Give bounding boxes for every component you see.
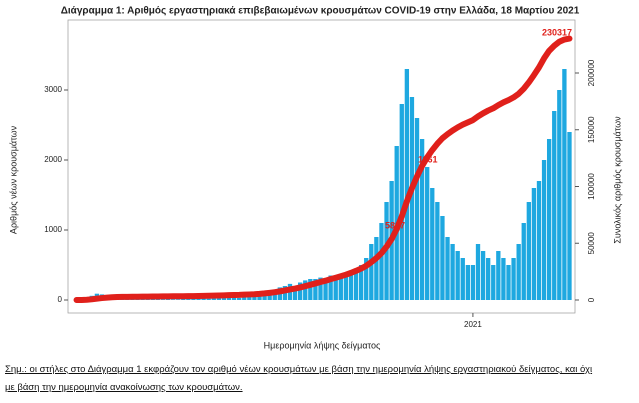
- bar: [440, 216, 445, 300]
- y-axis-title: Αριθμός νέων κρουσμάτων: [8, 125, 18, 234]
- y-tick-label: 2000: [44, 155, 62, 164]
- bar: [419, 139, 425, 300]
- bar: [247, 296, 252, 300]
- plot-frame: [67, 19, 576, 314]
- bar: [480, 251, 486, 300]
- bar: [328, 275, 333, 300]
- bar: [237, 297, 242, 300]
- y2-tick-label: 0: [587, 297, 596, 302]
- y2-tick-label: 50000: [587, 232, 596, 255]
- bar: [353, 268, 359, 300]
- bar: [348, 272, 354, 300]
- y-tick-label: 1000: [44, 225, 62, 234]
- chart-title: Διάγραμμα 1: Αριθμός εργαστηριακά επιβεβ…: [61, 6, 580, 17]
- bar: [521, 223, 526, 300]
- bar: [470, 265, 476, 300]
- bar: [486, 258, 491, 300]
- annotation: 230317: [542, 27, 572, 37]
- bar: [546, 139, 552, 300]
- bar: [364, 258, 369, 300]
- bar: [242, 297, 247, 300]
- bar: [567, 132, 572, 300]
- bar: [323, 280, 328, 300]
- annotation: 1161: [418, 154, 438, 164]
- bar: [358, 265, 364, 300]
- bar: [150, 299, 155, 300]
- bar: [303, 280, 308, 300]
- bar: [399, 104, 404, 300]
- bar: [221, 297, 227, 300]
- bar: [475, 244, 481, 300]
- bar: [170, 299, 176, 300]
- bar: [181, 298, 186, 300]
- bar: [333, 279, 338, 300]
- line: [73, 35, 573, 303]
- bar: [536, 181, 542, 300]
- bar: [191, 298, 196, 300]
- bar: [369, 244, 374, 300]
- bar: [313, 279, 318, 300]
- bar: [557, 90, 562, 300]
- bar: [501, 258, 506, 300]
- bar: [257, 294, 262, 300]
- bar: [216, 297, 222, 300]
- bar: [379, 223, 384, 300]
- bar: [445, 237, 450, 300]
- bar: [516, 244, 521, 300]
- bar: [196, 298, 201, 300]
- bar: [206, 298, 211, 300]
- bar: [343, 275, 349, 300]
- bar: [465, 265, 471, 300]
- bar: [526, 202, 531, 300]
- bar: [531, 188, 537, 300]
- y-tick-label: 0: [58, 295, 63, 304]
- bar: [165, 298, 171, 300]
- bar: [231, 297, 237, 300]
- bar: [460, 258, 465, 300]
- x-axis-title: Ημερομηνία λήψης δείγματος: [264, 340, 381, 350]
- annotation: 5837: [385, 220, 405, 230]
- bar: [562, 69, 567, 300]
- bar: [226, 297, 232, 300]
- bar: [414, 118, 420, 300]
- bar: [160, 299, 166, 300]
- y2-tick-label: 100000: [587, 173, 596, 200]
- note-line: με βάση την ημερομηνία ανακοίνωσης των κ…: [5, 382, 243, 393]
- bar: [155, 299, 161, 300]
- bar: [430, 188, 435, 300]
- bar: [292, 286, 298, 300]
- bar: [308, 279, 313, 300]
- bar: [541, 160, 547, 300]
- bar: [318, 277, 323, 300]
- bar: [435, 202, 440, 300]
- y2-tick-label: 200000: [587, 59, 596, 86]
- y2-axis-title: Συνολικός αριθμός κρουσμάτων: [612, 116, 622, 244]
- bar: [404, 69, 410, 300]
- bar: [511, 258, 516, 300]
- bar: [211, 297, 216, 300]
- bar: [201, 298, 206, 300]
- bar: [338, 277, 343, 300]
- y2-tick-label: 150000: [587, 116, 596, 143]
- y-tick-label: 3000: [44, 85, 62, 94]
- bar: [506, 265, 511, 300]
- bar: [552, 111, 557, 300]
- bar: [297, 282, 303, 300]
- bar: [425, 167, 430, 300]
- bar: [496, 251, 501, 300]
- bar: [176, 299, 181, 300]
- bar: [450, 244, 455, 300]
- bar: [491, 265, 496, 300]
- bar: [374, 237, 379, 300]
- note-line: Σημ.: οι στήλες στο Διάγραμμα 1 εκφράζου…: [5, 364, 593, 375]
- bar: [409, 97, 415, 300]
- x-tick-label: 2021: [464, 320, 482, 329]
- bar: [186, 298, 191, 300]
- bar: [455, 251, 460, 300]
- bar: [252, 295, 257, 300]
- chart: Διάγραμμα 1: Αριθμός εργαστηριακά επιβεβ…: [8, 6, 622, 351]
